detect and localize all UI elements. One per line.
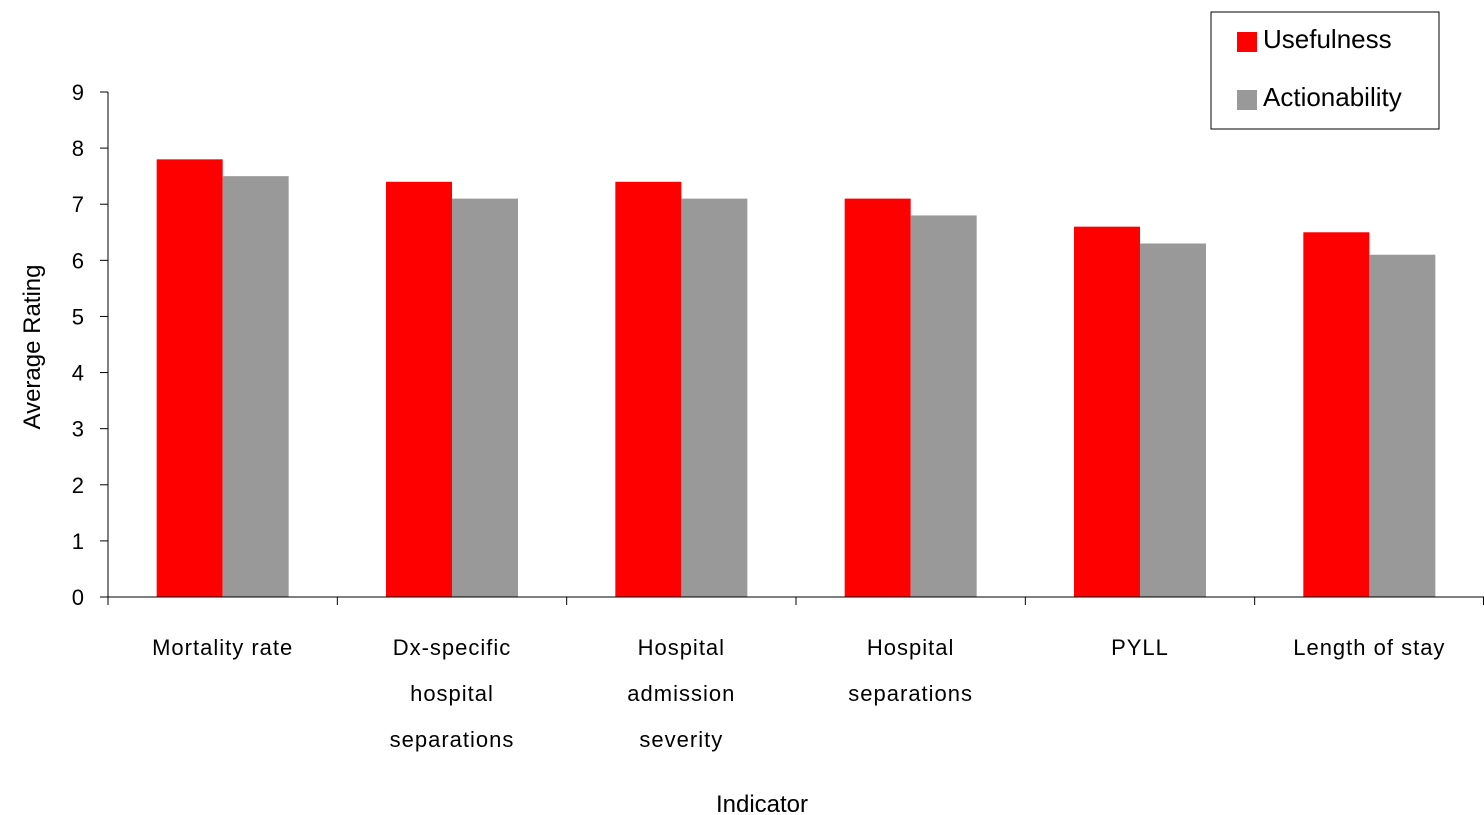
bar-actionability-0 (222, 176, 289, 597)
bar-usefulness-4 (1074, 226, 1140, 597)
y-tick-label: 5 (72, 304, 84, 329)
bar-actionability-4 (1140, 243, 1206, 597)
bar-usefulness-3 (844, 198, 911, 597)
category-label-4: PYLL (1111, 635, 1169, 660)
y-ticks-group: 0 1 2 3 4 5 6 7 8 9 (72, 80, 108, 610)
bar-usefulness-0 (156, 159, 223, 598)
category-label-0: Mortality rate (152, 635, 293, 660)
y-tick-label: 8 (72, 136, 84, 161)
bar-actionability-2 (681, 198, 748, 597)
category-label-3: Hospital separations (848, 635, 973, 706)
legend-swatch-usefulness (1237, 32, 1257, 52)
y-tick-label: 0 (72, 585, 84, 610)
category-label-2: Hospital admission severity (627, 635, 735, 752)
y-tick-label: 2 (72, 473, 84, 498)
legend: Usefulness Actionability (1210, 11, 1440, 130)
legend-swatch-actionability (1237, 90, 1257, 110)
legend-label-actionability: Actionability (1263, 82, 1402, 112)
bar-usefulness-1 (386, 181, 452, 597)
x-axis-title: Indicator (716, 791, 808, 815)
axes-group (107, 92, 1484, 605)
y-tick-label: 3 (72, 417, 84, 442)
bar-usefulness-5 (1303, 232, 1370, 597)
bar-usefulness-2 (615, 181, 682, 597)
bar-actionability-3 (910, 215, 977, 597)
y-tick-label: 1 (72, 529, 84, 554)
y-tick-label: 9 (72, 80, 84, 105)
category-labels-group: Mortality rate Dx-specific hospital separat… (152, 635, 1445, 752)
y-axis-title: Average Rating (19, 265, 46, 430)
y-tick-label: 4 (72, 361, 84, 386)
category-label-5: Length of stay (1293, 635, 1445, 660)
bars-group (156, 159, 1436, 598)
legend-label-usefulness: Usefulness (1263, 24, 1392, 54)
bar-actionability-1 (452, 198, 518, 597)
bar-actionability-5 (1369, 254, 1436, 597)
y-tick-label: 7 (72, 192, 84, 217)
category-label-1: Dx-specific hospital separations (390, 635, 515, 752)
y-tick-label: 6 (72, 248, 84, 273)
